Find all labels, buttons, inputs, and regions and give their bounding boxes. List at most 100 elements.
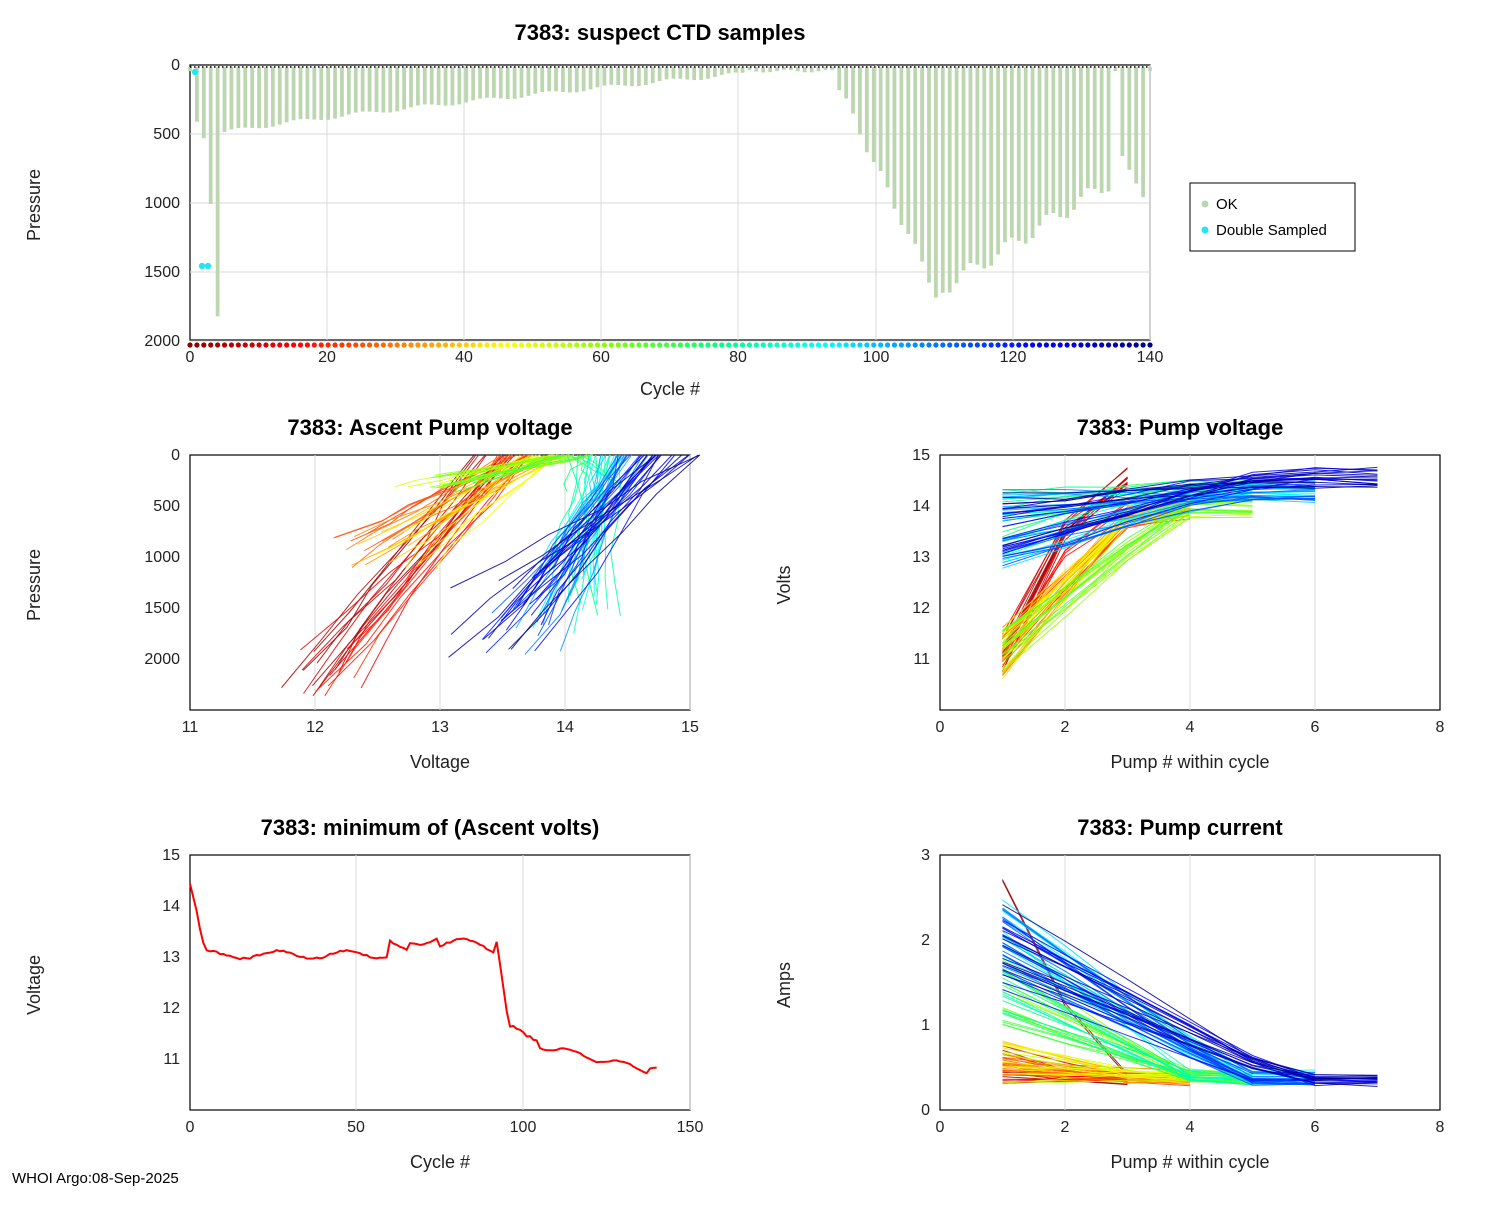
svg-text:100: 100	[863, 349, 890, 366]
cycle-color-dot	[629, 342, 634, 347]
pump-current-title: 7383: Pump current	[1077, 815, 1283, 840]
cycle-color-dot	[464, 342, 469, 347]
cycle-color-dot	[961, 342, 966, 347]
cycle-color-dot	[899, 342, 904, 347]
cycle-color-dot	[512, 342, 517, 347]
svg-text:0: 0	[936, 719, 945, 736]
svg-text:80: 80	[729, 349, 747, 366]
pressure-bar	[354, 67, 358, 113]
cycle-color-dot	[484, 342, 489, 347]
min-ascent-volts-plot-area: 0 50 100 150 15 14 13 12 11	[162, 847, 703, 1136]
svg-text:OK: OK	[1216, 196, 1238, 213]
min-ascent-volts-ylabel: Voltage	[24, 955, 44, 1015]
suspect-ctd-xticks: 0 20 40 60 80 100 120 140	[186, 349, 1164, 366]
cycle-color-dot	[408, 342, 413, 347]
svg-text:0: 0	[921, 1102, 930, 1119]
pressure-bar	[306, 67, 310, 119]
ascent-pump-voltage-xticks: 11 12 13 14 15	[182, 719, 699, 736]
pressure-bar	[347, 67, 351, 114]
cycle-color-dot	[913, 342, 918, 347]
pressure-bar	[941, 67, 945, 293]
pressure-bar	[554, 67, 558, 91]
pressure-bar	[236, 67, 240, 128]
cycle-color-dot	[740, 342, 745, 347]
cycle-color-dot	[339, 342, 344, 347]
cycle-color-dot	[429, 342, 434, 347]
pressure-bar	[982, 67, 986, 268]
cycle-color-dot	[726, 342, 731, 347]
cycle-color-dot	[678, 342, 683, 347]
cycle-color-dot	[540, 342, 545, 347]
svg-text:Double Sampled: Double Sampled	[1216, 222, 1327, 239]
cycle-color-dot	[906, 342, 911, 347]
pump-current-panel: 7383: Pump current 0 2 4 6 8 3 2 1 0	[750, 800, 1500, 1200]
pressure-bar	[906, 67, 910, 234]
pressure-bar	[886, 67, 890, 187]
svg-text:11: 11	[182, 719, 199, 736]
pressure-bar	[920, 67, 924, 262]
cycle-color-dot	[1078, 342, 1083, 347]
cycle-color-dot	[871, 342, 876, 347]
pump-voltage-plot-area: 0 2 4 6 8 15 14 13 12 11	[912, 447, 1444, 736]
svg-text:2: 2	[1061, 1119, 1070, 1136]
pressure-bar	[471, 67, 475, 100]
pressure-bar	[209, 67, 213, 204]
cycle-color-dot	[1113, 342, 1118, 347]
cycle-color-dot	[719, 342, 724, 347]
svg-text:14: 14	[912, 498, 930, 515]
svg-text:100: 100	[510, 1119, 537, 1136]
pressure-bar	[437, 67, 441, 105]
cycle-color-dot	[312, 342, 317, 347]
svg-text:120: 120	[1000, 349, 1027, 366]
cycle-color-dot	[1044, 342, 1049, 347]
pressure-bar	[333, 67, 337, 119]
cycle-color-dot	[1085, 342, 1090, 347]
suspect-ctd-yticks: 0 500 1000 1500 2000	[144, 57, 180, 350]
cycle-color-dot	[402, 342, 407, 347]
cycle-color-dot	[712, 342, 717, 347]
cycle-color-dot	[1106, 342, 1111, 347]
pressure-bar	[416, 67, 420, 105]
ascent-pump-voltage-xlabel: Voltage	[410, 752, 470, 772]
svg-text:11: 11	[913, 651, 930, 668]
pressure-bar	[685, 67, 689, 80]
cycle-color-dot	[850, 342, 855, 347]
pressure-bar	[381, 67, 385, 113]
pressure-bar	[492, 67, 496, 98]
suspect-ctd-title: 7383: suspect CTD samples	[514, 20, 805, 45]
cycle-color-dot	[933, 342, 938, 347]
pressure-bar	[692, 67, 696, 80]
cycle-color-dot	[1058, 342, 1063, 347]
svg-text:1500: 1500	[144, 600, 180, 617]
svg-text:1500: 1500	[144, 264, 180, 281]
pressure-bar	[361, 67, 365, 112]
pressure-bar	[955, 67, 959, 283]
min-ascent-volts-xticks: 0 50 100 150	[186, 1119, 704, 1136]
pressure-bar	[520, 67, 524, 98]
pressure-bar	[609, 67, 613, 85]
pressure-bar	[464, 67, 468, 102]
svg-text:1000: 1000	[144, 549, 180, 566]
pressure-bar	[761, 67, 765, 72]
suspect-ctd-legend: OK Double Sampled	[1190, 183, 1355, 251]
svg-text:0: 0	[186, 349, 195, 366]
pump-current-xticks: 0 2 4 6 8	[936, 1119, 1445, 1136]
svg-text:2: 2	[921, 932, 930, 949]
pump-voltage-panel: 7383: Pump voltage 0 2 4 6 8 15 14 13 12	[750, 400, 1500, 800]
svg-text:2000: 2000	[144, 651, 180, 668]
ascent-pump-voltage-title: 7383: Ascent Pump voltage	[287, 415, 572, 440]
cycle-color-dot	[208, 342, 213, 347]
cycle-color-dot	[381, 342, 386, 347]
pressure-bar	[803, 67, 807, 72]
svg-text:1: 1	[921, 1017, 930, 1034]
svg-text:15: 15	[162, 847, 180, 864]
cycle-color-dot	[256, 342, 261, 347]
cycle-color-dot	[636, 342, 641, 347]
ascent-pump-voltage-plot-area: 11 12 13 14 15 0 500 1000 1500 2000	[144, 447, 699, 736]
pressure-bar	[734, 67, 738, 73]
svg-text:12: 12	[162, 1000, 180, 1017]
svg-text:13: 13	[431, 719, 449, 736]
suspect-ctd-panel: 7383: suspect CTD samples	[0, 0, 1500, 400]
cycle-color-dot	[837, 342, 842, 347]
svg-text:12: 12	[306, 719, 324, 736]
